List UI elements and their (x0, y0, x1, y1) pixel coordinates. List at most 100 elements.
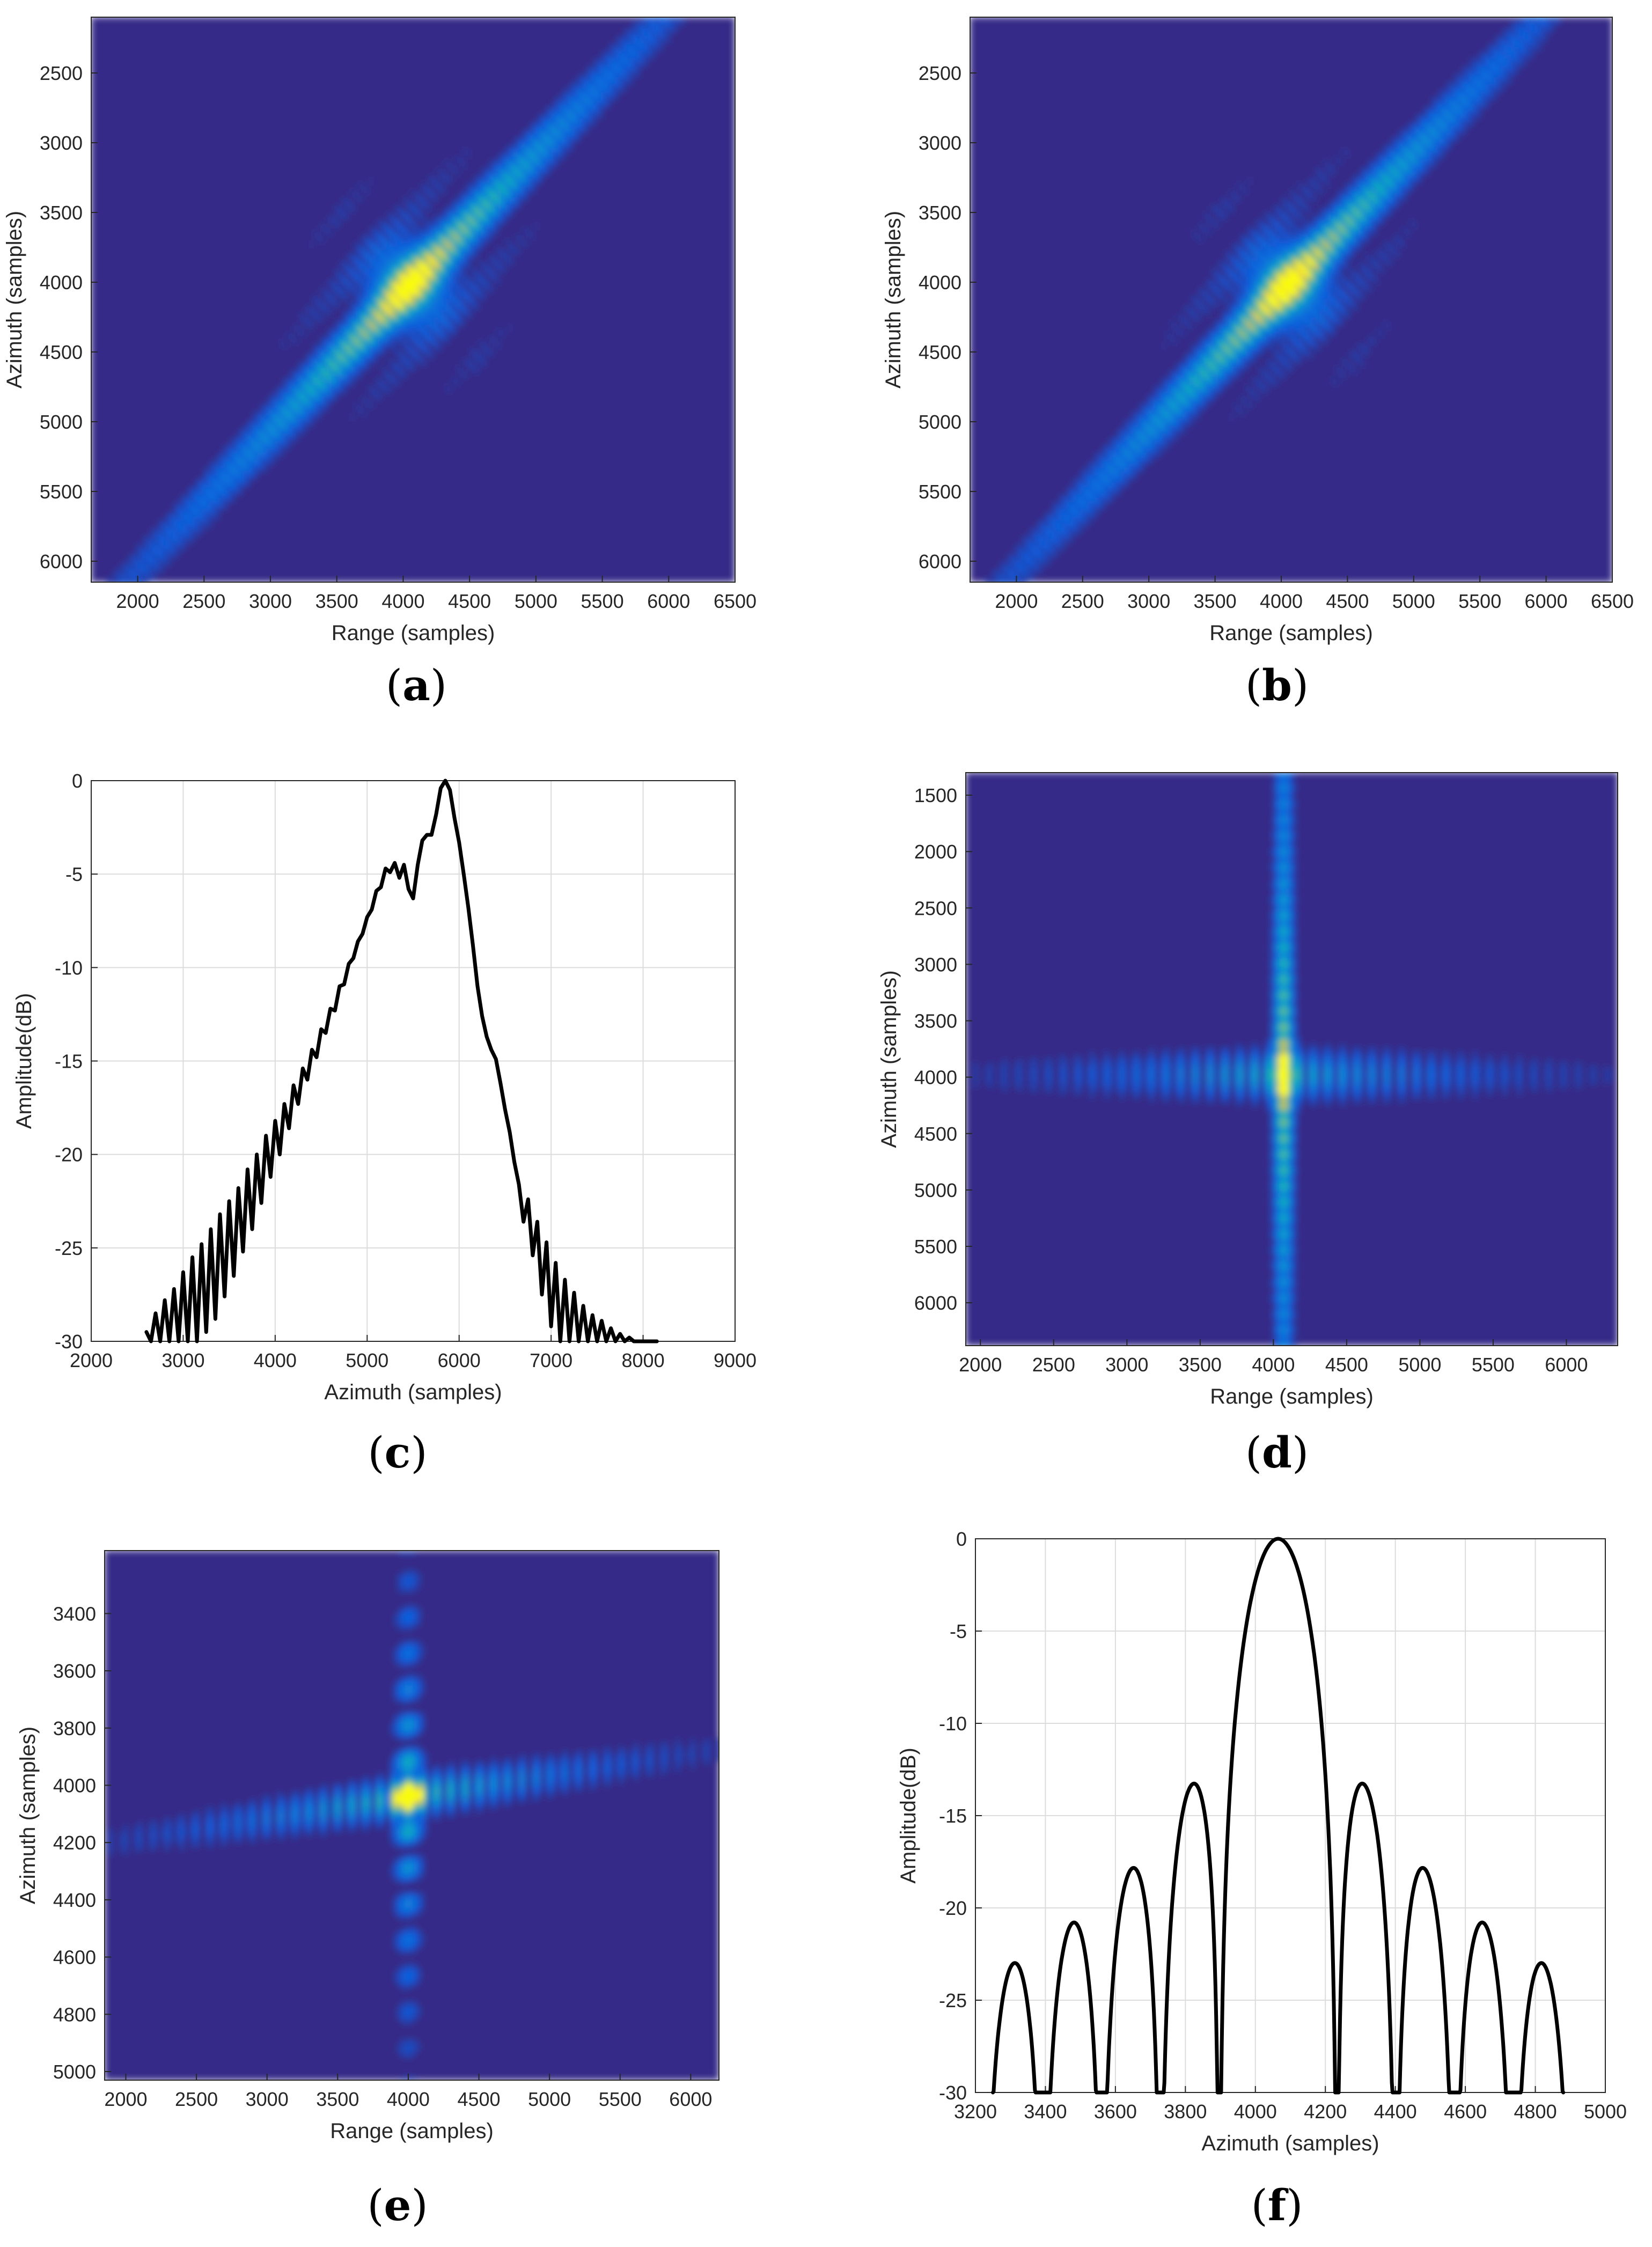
heatmap-cell (358, 318, 362, 322)
heatmap-cell (433, 235, 437, 239)
heatmap-cell (1398, 194, 1403, 198)
heatmap-cell (365, 351, 370, 356)
heatmap-cell (399, 359, 403, 363)
heatmap-cell (317, 344, 321, 348)
heatmap-cell (1199, 239, 1203, 243)
heatmap-cell (1372, 164, 1376, 168)
heatmap-cell (456, 276, 460, 281)
heatmap-cell (328, 378, 332, 382)
heatmap-cell (1286, 261, 1290, 266)
heatmap-cell (1436, 137, 1440, 142)
heatmap-cell (298, 415, 302, 420)
heatmap-cell (279, 445, 283, 450)
heatmap-cell (260, 445, 265, 450)
heatmap-cell (610, 77, 614, 82)
heatmap-cell (253, 468, 257, 472)
heatmap-cell (1462, 77, 1466, 82)
heatmap-cell (163, 532, 167, 536)
heatmap-cell (508, 325, 512, 329)
heatmap-cell (193, 517, 197, 521)
heatmap-cell (501, 179, 505, 183)
heatmap-cell (317, 385, 321, 390)
heatmap-cell (557, 126, 561, 130)
heatmap-cell (617, 70, 621, 74)
heatmap-cell (1308, 235, 1312, 239)
heatmap-cell (1293, 265, 1297, 269)
heatmap-cell (328, 329, 332, 333)
heatmap-cell (343, 280, 347, 284)
heatmap-cell (1477, 77, 1481, 82)
heatmap-cell (1312, 288, 1316, 292)
heatmap-cell (384, 288, 388, 292)
heatmap-cell (606, 58, 610, 63)
heatmap-cell (200, 513, 204, 517)
heatmap-cell (418, 303, 422, 307)
heatmap-cell (474, 239, 479, 243)
heatmap-cell (241, 464, 246, 468)
heatmap-cell (493, 194, 497, 198)
heatmap-cell (358, 295, 362, 299)
heatmap-cell (1398, 137, 1403, 142)
heatmap-cell (1541, 32, 1545, 36)
heatmap-cell (1440, 152, 1444, 157)
heatmap-cell (459, 250, 464, 254)
heatmap-cell (1530, 32, 1534, 36)
heatmap-cell (1304, 220, 1309, 224)
heatmap-cell (335, 351, 340, 356)
heatmap-cell (456, 261, 460, 266)
heatmap-cell (234, 483, 238, 487)
heatmap-cell (1304, 194, 1309, 198)
heatmap-cell (1421, 126, 1425, 130)
heatmap-cell (553, 145, 557, 149)
heatmap-cell (1229, 209, 1234, 213)
heatmap-cell (1293, 288, 1297, 292)
heatmap-cell (189, 535, 193, 540)
heatmap-cell (148, 573, 152, 577)
heatmap-cell (497, 220, 501, 224)
heatmap-cell (1417, 145, 1421, 149)
heatmap-cell (456, 381, 460, 386)
heatmap-cell (1473, 104, 1478, 108)
heatmap-cell (504, 149, 509, 153)
heatmap-cell (1432, 160, 1436, 164)
heatmap-cell (358, 325, 362, 329)
heatmap-cell (456, 235, 460, 239)
heatmap-cell (1526, 25, 1530, 29)
heatmap-cell (159, 558, 163, 562)
heatmap-cell (519, 145, 524, 149)
heatmap-cell (1308, 273, 1312, 277)
heatmap-cell (497, 160, 501, 164)
heatmap-cell (1409, 130, 1414, 134)
heatmap-cell (1342, 149, 1346, 153)
heatmap-cell (256, 457, 261, 461)
heatmap-cell (279, 393, 283, 397)
heatmap-cell (294, 427, 298, 431)
heatmap-cell (283, 404, 287, 408)
heatmap-cell (433, 179, 437, 183)
heatmap-cell (1458, 81, 1463, 85)
heatmap-cell (1503, 28, 1508, 33)
heatmap-cell (1477, 111, 1481, 115)
heatmap-cell (193, 502, 197, 506)
heatmap-cell (1503, 74, 1508, 78)
heatmap-cell (422, 227, 426, 232)
heatmap-cell (467, 254, 471, 258)
heatmap-cell (448, 325, 452, 329)
heatmap-cell (320, 366, 325, 371)
heatmap-cell (1515, 66, 1519, 70)
heatmap-cell (215, 464, 219, 468)
heatmap-cell (512, 156, 516, 160)
heatmap-cell (343, 381, 347, 386)
heatmap-cell (1282, 280, 1286, 284)
heatmap-cell (1229, 284, 1234, 288)
heatmap-cell (1383, 145, 1387, 149)
heatmap-cell (440, 250, 445, 254)
heatmap-cell (1473, 115, 1478, 119)
heatmap-cell (253, 472, 257, 476)
heatmap-cell (1398, 179, 1403, 183)
heatmap-cell (576, 130, 580, 134)
heatmap-cell (1214, 269, 1218, 273)
heatmap-cell (478, 355, 482, 359)
heatmap-cell (1308, 231, 1312, 236)
heatmap-cell (497, 344, 501, 348)
